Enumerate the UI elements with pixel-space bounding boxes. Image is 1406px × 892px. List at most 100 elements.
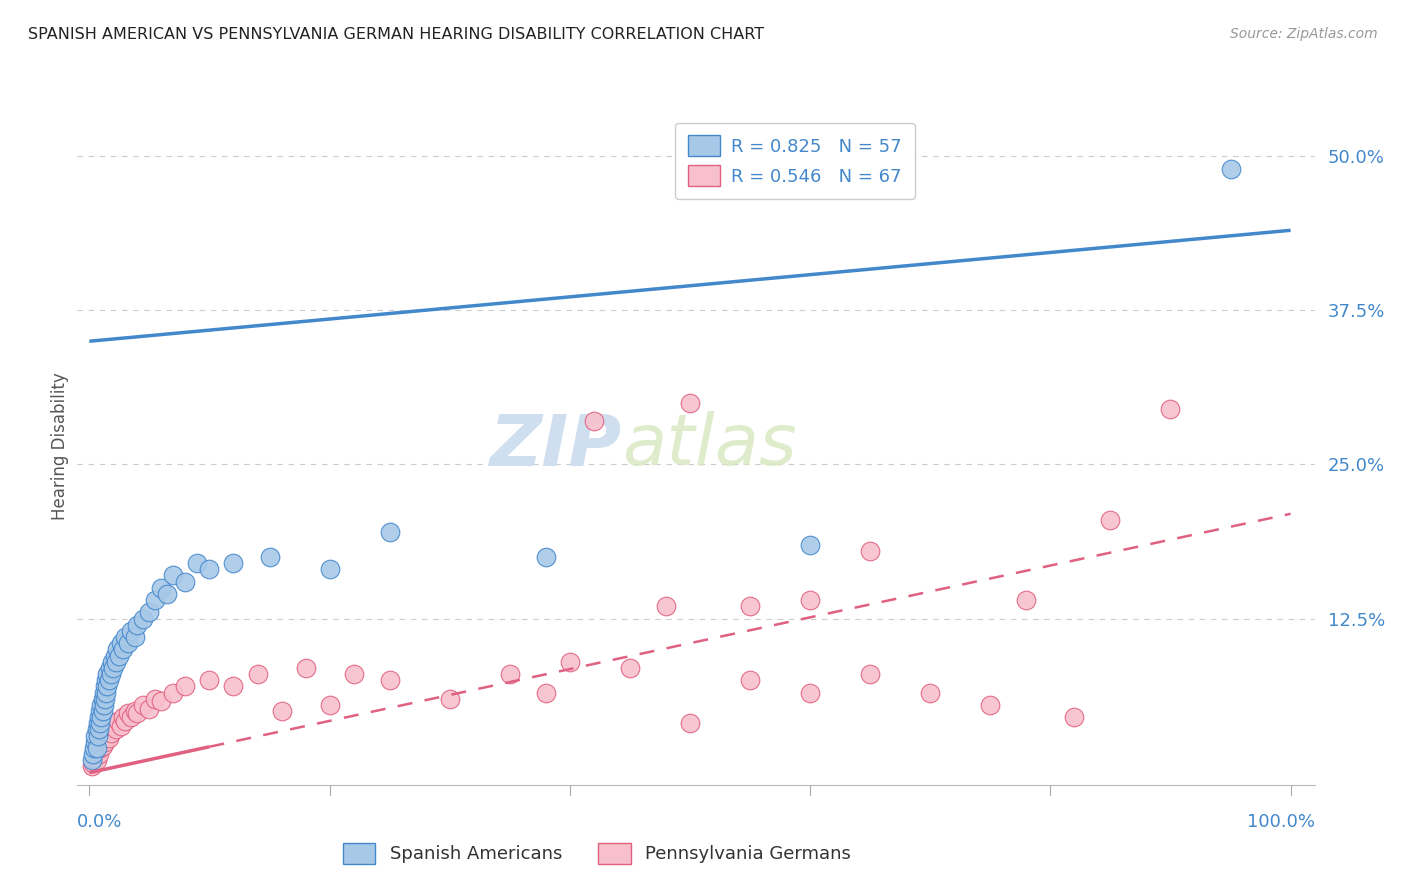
- Text: ZIP: ZIP: [489, 411, 621, 481]
- Point: [80, 753, 103, 767]
- Point: [117, 706, 139, 721]
- Point: [101, 719, 124, 733]
- Point: [1159, 402, 1181, 417]
- Point: [127, 706, 149, 721]
- Point: [96, 667, 118, 681]
- Point: [120, 624, 142, 638]
- Point: [679, 716, 702, 731]
- Point: [89, 704, 111, 718]
- Point: [246, 667, 269, 681]
- Point: [439, 691, 461, 706]
- Point: [87, 729, 110, 743]
- Point: [259, 549, 281, 564]
- Point: [90, 729, 112, 743]
- Point: [582, 414, 605, 428]
- Point: [87, 739, 110, 753]
- Point: [117, 636, 139, 650]
- Point: [111, 710, 134, 724]
- Point: [101, 655, 124, 669]
- Point: [198, 562, 221, 576]
- Point: [378, 525, 401, 540]
- Point: [1099, 513, 1122, 527]
- Point: [132, 698, 155, 712]
- Point: [87, 747, 110, 761]
- Point: [93, 731, 115, 745]
- Point: [138, 606, 160, 620]
- Point: [96, 729, 118, 743]
- Point: [799, 538, 821, 552]
- Point: [104, 723, 127, 737]
- Point: [1219, 161, 1241, 176]
- Point: [80, 759, 103, 773]
- Point: [86, 753, 108, 767]
- Point: [96, 679, 118, 693]
- Point: [86, 723, 108, 737]
- Point: [499, 667, 522, 681]
- Point: [105, 642, 128, 657]
- Point: [90, 710, 112, 724]
- Point: [103, 716, 125, 731]
- Point: [83, 741, 105, 756]
- Point: [87, 723, 110, 737]
- Point: [222, 679, 245, 693]
- Point: [132, 611, 155, 625]
- Point: [799, 685, 821, 699]
- Point: [96, 685, 118, 699]
- Point: [138, 701, 160, 715]
- Point: [124, 630, 146, 644]
- Text: 100.0%: 100.0%: [1247, 814, 1315, 831]
- Point: [145, 593, 167, 607]
- Text: atlas: atlas: [621, 411, 796, 481]
- Point: [534, 685, 557, 699]
- Point: [294, 661, 316, 675]
- Point: [920, 685, 942, 699]
- Point: [96, 726, 118, 740]
- Point: [145, 691, 167, 706]
- Point: [107, 714, 129, 728]
- Point: [318, 562, 340, 576]
- Point: [91, 691, 114, 706]
- Point: [318, 698, 340, 712]
- Text: Source: ZipAtlas.com: Source: ZipAtlas.com: [1230, 27, 1378, 41]
- Point: [94, 679, 117, 693]
- Point: [222, 556, 245, 570]
- Point: [93, 698, 115, 712]
- Point: [111, 642, 134, 657]
- Point: [104, 655, 127, 669]
- Point: [108, 648, 131, 663]
- Point: [89, 716, 111, 731]
- Point: [162, 685, 184, 699]
- Point: [90, 698, 112, 712]
- Point: [87, 710, 110, 724]
- Point: [87, 716, 110, 731]
- Point: [98, 661, 121, 675]
- Text: 0.0%: 0.0%: [77, 814, 122, 831]
- Point: [655, 599, 678, 614]
- Point: [378, 673, 401, 688]
- Point: [114, 714, 136, 728]
- Point: [799, 593, 821, 607]
- Point: [96, 673, 118, 688]
- Point: [84, 735, 107, 749]
- Point: [679, 396, 702, 410]
- Point: [84, 747, 107, 761]
- Point: [198, 673, 221, 688]
- Point: [619, 661, 641, 675]
- Point: [82, 747, 104, 761]
- Point: [91, 704, 114, 718]
- Point: [100, 726, 122, 740]
- Point: [87, 743, 110, 757]
- Point: [162, 568, 184, 582]
- Point: [343, 667, 366, 681]
- Point: [859, 667, 882, 681]
- Point: [91, 739, 114, 753]
- Point: [270, 704, 292, 718]
- Text: SPANISH AMERICAN VS PENNSYLVANIA GERMAN HEARING DISABILITY CORRELATION CHART: SPANISH AMERICAN VS PENNSYLVANIA GERMAN …: [28, 27, 765, 42]
- Point: [174, 679, 197, 693]
- Y-axis label: Hearing Disability: Hearing Disability: [51, 372, 69, 520]
- Point: [97, 673, 120, 688]
- Point: [979, 698, 1001, 712]
- Point: [150, 694, 173, 708]
- Point: [90, 735, 112, 749]
- Point: [738, 599, 761, 614]
